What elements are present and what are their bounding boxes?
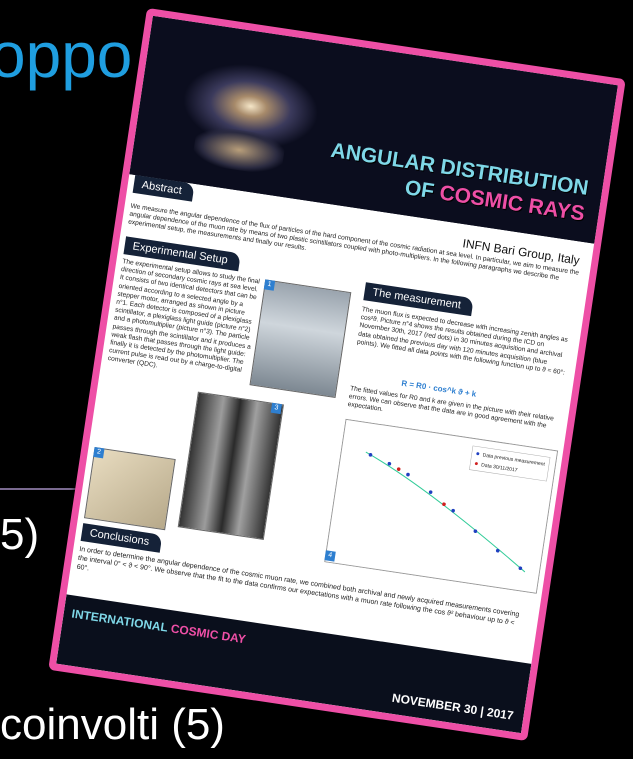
photo xyxy=(177,391,284,540)
picture-number: 1 xyxy=(263,279,276,291)
legend-marker xyxy=(476,452,480,456)
plot-frame xyxy=(324,418,559,594)
picture-number: 2 xyxy=(93,446,105,459)
fit-curve xyxy=(365,451,526,573)
legend xyxy=(469,445,551,482)
legend-label: Data 30/11/2017 xyxy=(481,462,518,473)
slide-heading: oppo xyxy=(0,19,133,91)
poster: ANGULAR DISTRIBUTION OF COSMIC RAYS INFN… xyxy=(48,7,626,742)
photo xyxy=(249,279,352,399)
points xyxy=(368,453,523,571)
picture-number: 3 xyxy=(270,402,283,415)
poster-title: OF xyxy=(403,176,436,204)
legend-marker xyxy=(474,462,478,466)
plot: Data previous measurement Data 30/11/201… xyxy=(324,418,559,594)
slide-text: 5) xyxy=(0,510,40,559)
slide-text: coinvolti (5) xyxy=(0,700,225,749)
picture-number: 4 xyxy=(324,550,336,562)
measurement-text: The muon flux is expected to decrease wi… xyxy=(356,306,569,377)
setup-text: The experimental setup allows to study t… xyxy=(107,258,261,375)
points xyxy=(396,467,446,507)
photo xyxy=(83,446,176,531)
